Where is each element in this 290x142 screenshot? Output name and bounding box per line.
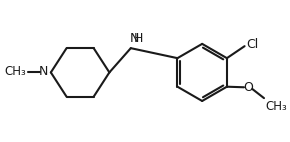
Text: H: H bbox=[134, 32, 144, 45]
Text: CH₃: CH₃ bbox=[4, 65, 26, 78]
Text: Cl: Cl bbox=[246, 38, 259, 51]
Text: N: N bbox=[130, 32, 139, 45]
Text: N: N bbox=[39, 65, 48, 78]
Text: CH₃: CH₃ bbox=[265, 100, 287, 113]
Text: O: O bbox=[243, 81, 253, 94]
